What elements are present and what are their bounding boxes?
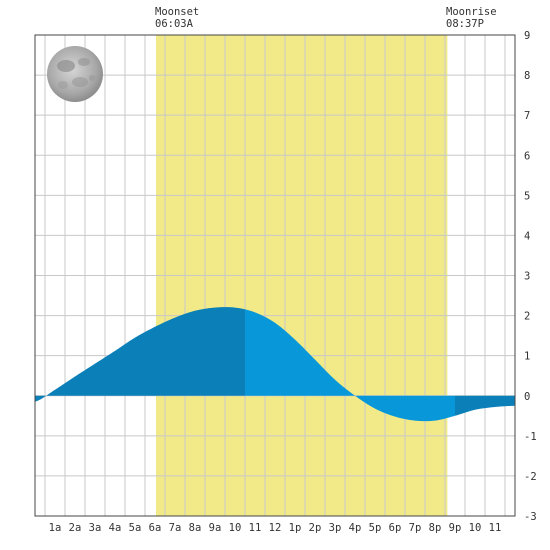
x-tick-label: 9p [449, 522, 462, 534]
x-tick-label: 6a [149, 522, 162, 534]
x-tick-label: 8a [189, 522, 202, 534]
x-tick-label: 2a [69, 522, 82, 534]
x-tick-label: 10 [469, 522, 482, 534]
full-moon-icon [47, 46, 103, 102]
y-tick-label: 0 [524, 391, 530, 403]
y-tick-label: 5 [524, 190, 530, 202]
moonset-title: Moonset [155, 6, 200, 18]
x-tick-label: 3a [89, 522, 102, 534]
y-tick-label: 6 [524, 150, 530, 162]
moonrise-time: 08:37P [446, 18, 484, 30]
moonrise-label: Moonrise 08:37P [446, 6, 497, 30]
x-tick-label: 1p [289, 522, 302, 534]
x-tick-label: 10 [229, 522, 242, 534]
x-tick-label: 11 [249, 522, 262, 534]
x-tick-label: 4a [109, 522, 122, 534]
y-tick-label: -1 [524, 431, 537, 443]
x-tick-label: 2p [309, 522, 322, 534]
y-tick-label: 4 [524, 230, 530, 242]
moonset-label: Moonset 06:03A [155, 6, 199, 30]
y-tick-label: 8 [524, 70, 530, 82]
y-tick-label: 2 [524, 311, 530, 323]
x-tick-label: 5p [369, 522, 382, 534]
x-tick-label: 9a [209, 522, 222, 534]
x-tick-label: 12 [269, 522, 282, 534]
x-tick-label: 7p [409, 522, 422, 534]
x-tick-label: 11 [489, 522, 502, 534]
x-tick-label: 3p [329, 522, 342, 534]
x-tick-label: 7a [169, 522, 182, 534]
y-tick-label: -3 [524, 511, 537, 523]
y-tick-label: -2 [524, 471, 537, 483]
moonset-time: 06:03A [155, 18, 193, 30]
x-tick-label: 5a [129, 522, 142, 534]
y-tick-label: 7 [524, 110, 530, 122]
y-tick-label: 3 [524, 271, 530, 283]
tide-area-segment [245, 309, 455, 422]
plot-frame [34, 34, 516, 517]
y-tick-label: 9 [524, 30, 530, 42]
x-tick-label: 8p [429, 522, 442, 534]
x-axis-ticks: 1a 2a 3a 4a 5a 6a 7a 8a 9a 10 11 12 1p 2p 3p 4p 5p 6p 7p 8p… [49, 522, 502, 534]
y-tick-label: 1 [524, 351, 530, 363]
tide-area [35, 307, 515, 422]
tide-area-segment [35, 307, 245, 402]
x-tick-label: 4p [349, 522, 362, 534]
x-tick-label: 1a [49, 522, 62, 534]
x-tick-label: 6p [389, 522, 402, 534]
y-axis-ticks: -3 -2 -1 0 1 2 3 4 5 6 7 8 9 [524, 30, 537, 523]
grid-lines [35, 35, 515, 516]
moonrise-title: Moonrise [446, 6, 497, 18]
tide-area-segment [455, 395, 515, 416]
